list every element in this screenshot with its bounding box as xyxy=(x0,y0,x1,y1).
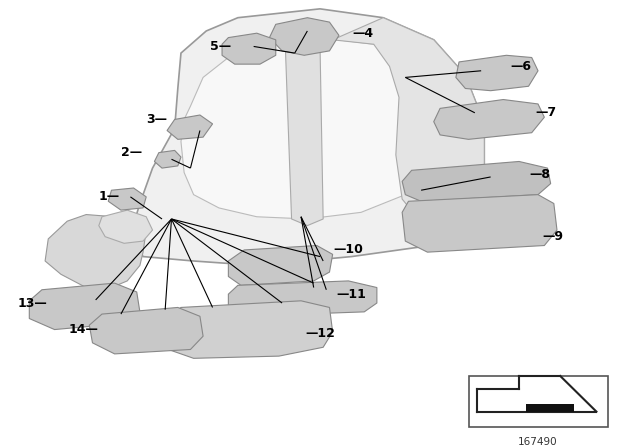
Polygon shape xyxy=(333,17,484,243)
Polygon shape xyxy=(269,17,339,55)
Polygon shape xyxy=(402,194,557,252)
Polygon shape xyxy=(402,161,550,201)
Polygon shape xyxy=(165,301,333,358)
Polygon shape xyxy=(285,38,323,226)
Text: 13—: 13— xyxy=(18,297,47,310)
Polygon shape xyxy=(456,55,538,90)
Text: 3—: 3— xyxy=(147,113,168,126)
Bar xyxy=(525,404,574,412)
Polygon shape xyxy=(228,281,377,316)
Polygon shape xyxy=(434,99,545,139)
Polygon shape xyxy=(99,210,152,243)
Text: —8: —8 xyxy=(529,168,550,181)
Text: —4: —4 xyxy=(353,27,374,40)
Polygon shape xyxy=(29,283,140,330)
Polygon shape xyxy=(154,151,181,168)
Polygon shape xyxy=(181,38,444,219)
Text: 1—: 1— xyxy=(99,190,120,203)
Polygon shape xyxy=(108,188,146,210)
Polygon shape xyxy=(228,246,333,285)
Text: 167490: 167490 xyxy=(518,437,558,447)
Text: —12: —12 xyxy=(305,327,335,340)
Polygon shape xyxy=(167,115,212,139)
Text: —9: —9 xyxy=(542,230,563,243)
Text: 2—: 2— xyxy=(121,146,142,159)
Text: —10: —10 xyxy=(333,243,364,256)
Bar xyxy=(468,376,607,427)
Polygon shape xyxy=(45,215,146,288)
Polygon shape xyxy=(222,33,276,64)
Text: 5—: 5— xyxy=(210,40,231,53)
Polygon shape xyxy=(131,9,484,265)
Text: —11: —11 xyxy=(337,288,367,301)
Polygon shape xyxy=(90,307,203,354)
Text: —7: —7 xyxy=(536,106,557,119)
Text: —6: —6 xyxy=(510,60,531,73)
Text: 14—: 14— xyxy=(68,323,98,336)
